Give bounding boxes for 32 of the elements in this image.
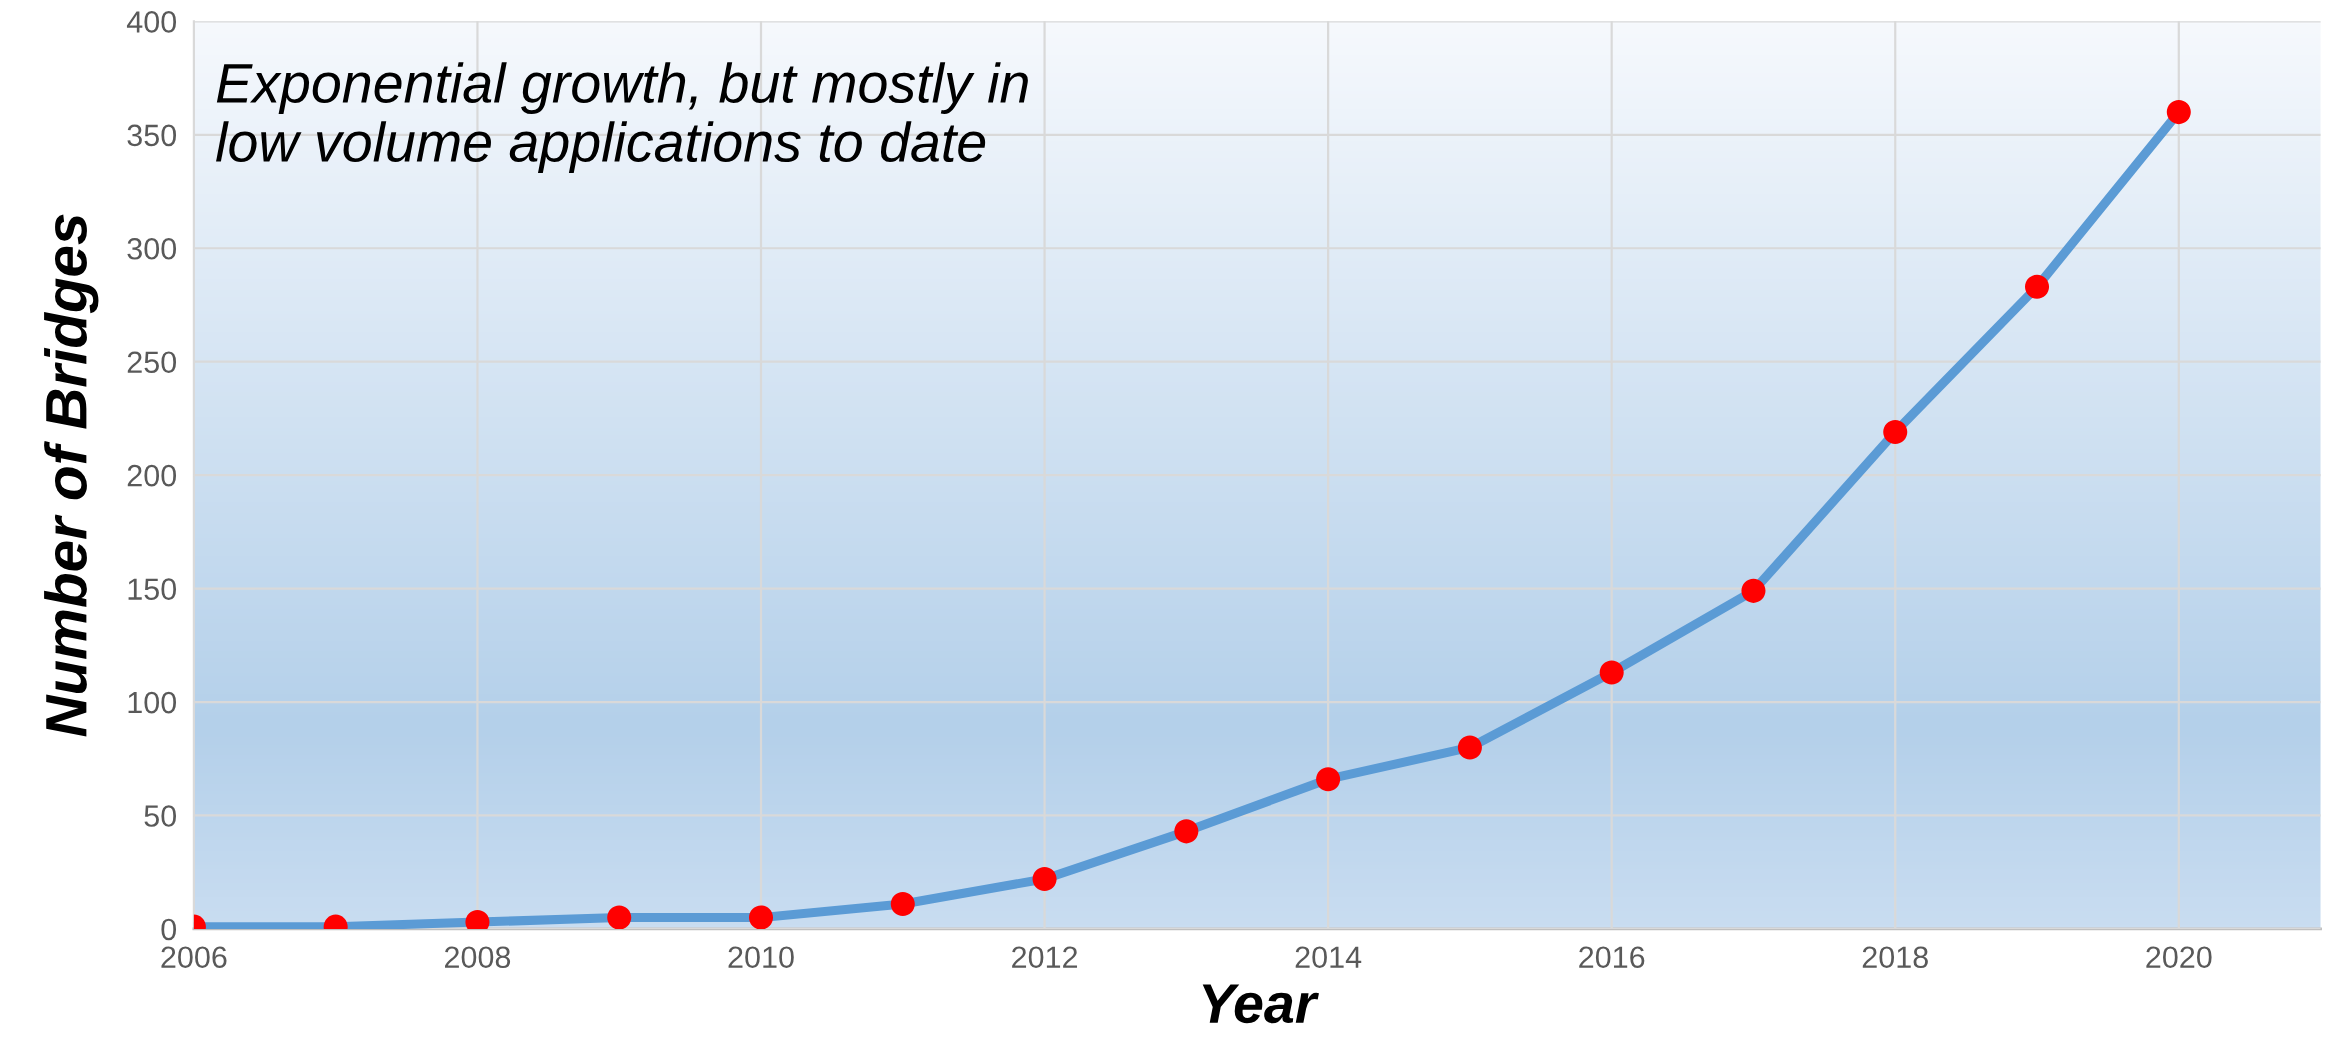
point (1174, 819, 1199, 844)
x-axis-title: Year (1202, 984, 1319, 1024)
x-tick-label: 2012 (1012, 946, 1078, 969)
point (748, 905, 774, 929)
annotation: Exponential growth, but mostly in low volume applications to date (216, 62, 1028, 174)
point (1883, 420, 1908, 445)
y-axis-title: Number of Bridges (44, 214, 99, 737)
point (890, 891, 915, 916)
y-tick-label: 350 (127, 124, 177, 147)
y-tick-label: 400 (126, 11, 177, 33)
point (1599, 660, 1624, 685)
x-tick-label: 2018 (1862, 946, 1928, 969)
point (2025, 274, 2050, 299)
point (1741, 578, 1766, 603)
x-tick-label: 2008 (445, 946, 511, 969)
point (607, 905, 632, 929)
x-tick-label: 2006 (161, 946, 227, 969)
point (1316, 767, 1341, 792)
x-tick-label: 2010 (728, 946, 794, 969)
y-tick-label: 50 (144, 805, 177, 827)
y-tick-label: 250 (127, 351, 177, 374)
x-tick-label: 2014 (1295, 946, 1362, 969)
y-tick-label: 100 (128, 691, 177, 714)
y-tick-label: 200 (127, 464, 177, 487)
y-tick-label: 0 (161, 918, 177, 941)
x-tick-label: 2020 (2146, 946, 2212, 969)
y-tick-label: 300 (127, 237, 177, 260)
point (1457, 735, 1482, 760)
point (1032, 866, 1057, 892)
x-tick-label: 2016 (1579, 946, 1645, 969)
point (2166, 100, 2191, 125)
y-tick-label: 150 (128, 578, 177, 600)
